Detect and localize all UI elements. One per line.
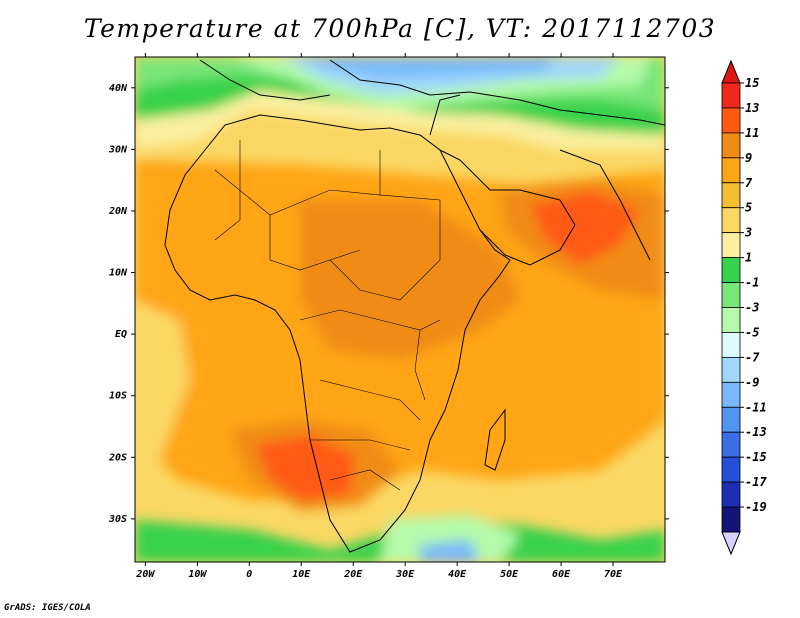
colorbar-label: 7 [745,176,753,190]
colorbar-segment [721,307,741,333]
colorbar-label: 11 [745,126,759,140]
lon-tick-label: 10E [292,569,311,580]
colorbar-segment [721,506,741,533]
colorbar-label: -3 [745,301,759,315]
map-frame [134,56,666,563]
coastlines [164,59,665,553]
colorbar-label: 1 [745,251,752,265]
colorbar-label: -9 [745,375,759,389]
colorbar-label: -1 [745,276,759,290]
colorbar-segment [721,431,741,458]
colorbar-label: 15 [745,76,759,90]
colorbar-segment [721,207,741,234]
lon-tick-label: 30E [395,569,415,580]
colorbar-label: -15 [745,450,767,464]
lat-tick-label: 10S [109,391,127,402]
footer-credit: GrADS: IGES/COLA [4,603,91,613]
lon-tick-label: 70E [604,569,623,580]
colorbar-segment [721,107,741,134]
colorbar-segment [721,456,741,483]
temperature-field [135,57,665,562]
lon-tick-label: 60E [552,569,571,580]
colorbar-under-arrow [721,531,741,556]
lon-tick-label: 20W [135,569,155,580]
colorbar-segment [721,82,741,109]
lat-tick-label: 30S [108,514,127,525]
lon-tick-label: 40E [448,569,467,580]
colorbar-label: -5 [745,325,759,339]
colorbar-segment [721,257,741,283]
lon-tick-label: 0 [246,569,252,580]
colorbar-segment [721,356,741,383]
colorbar-label: 13 [745,101,759,115]
colorbar-segment [721,182,741,209]
colorbar-over-arrow [721,59,741,84]
colorbar-label: -11 [745,400,767,414]
colorbar-label: -13 [745,425,767,439]
colorbar-segment [721,132,741,159]
map-title: Temperature at 700hPa [C], VT: 201711270… [83,14,717,43]
colorbar-segment [721,406,741,433]
lon-tick-label: 20E [343,569,363,580]
colorbar-segment [721,481,741,508]
lat-tick-label: 20N [108,206,128,217]
latitude-axis: 40N 30N 20N 10N EQ 10S 20S 30S [108,83,669,525]
country-borders [214,140,441,491]
lat-tick-label: 40N [109,83,128,94]
colorbar-segment [721,232,741,259]
colorbar-label: 5 [745,201,752,215]
colorbar-segment [721,381,741,408]
lat-tick-label: EQ [115,329,127,340]
lat-tick-label: 10N [109,268,128,279]
lat-tick-label: 30N [108,144,128,155]
colorbar-label: -17 [745,475,767,489]
colorbar-label: -19 [745,500,767,514]
colorbar-label: -7 [745,350,760,364]
colorbar-segment [721,282,741,308]
lat-tick-label: 20S [108,452,127,463]
lon-tick-label: 50E [500,569,519,580]
lon-tick-label: 10W [188,569,207,580]
colorbar-segment [721,332,741,358]
longitude-axis: 20W 10W 0 10E 20E 30E 40E 50E 60E 70E [135,53,623,580]
colorbar-segment [721,157,741,184]
colorbar-label: 3 [744,226,752,240]
colorbar-label: 9 [745,151,752,165]
